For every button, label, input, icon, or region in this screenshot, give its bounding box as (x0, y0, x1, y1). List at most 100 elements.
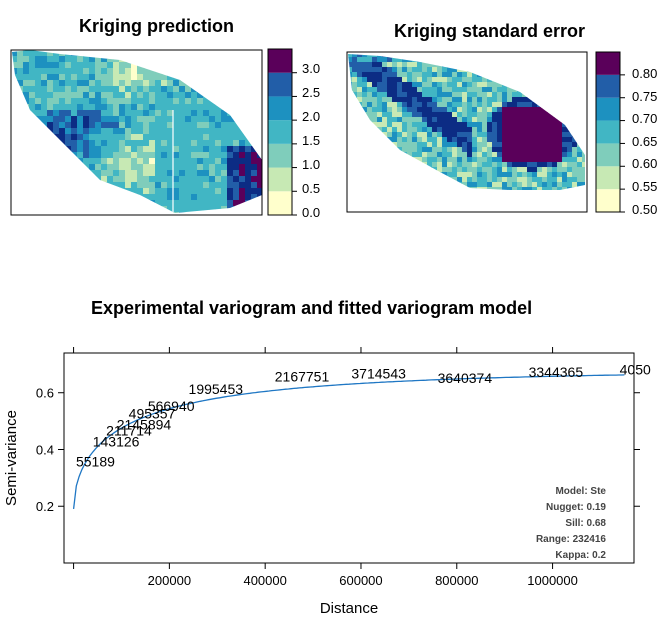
raster-cell (59, 206, 66, 213)
raster-cell (167, 92, 174, 99)
raster-cell (392, 117, 398, 123)
raster-cell (161, 62, 168, 69)
raster-cell (442, 72, 448, 78)
raster-cell (402, 142, 408, 148)
raster-cell (527, 67, 533, 73)
raster-cell (487, 117, 493, 123)
raster-cell (392, 57, 398, 63)
raster-cell (17, 140, 24, 147)
raster-cell (412, 97, 418, 103)
raster-cell (173, 176, 180, 183)
raster-cell (191, 128, 198, 135)
raster-cell (101, 194, 108, 201)
raster-cell (547, 92, 553, 98)
raster-cell (357, 57, 363, 63)
raster-cell (71, 134, 78, 141)
raster-cell (17, 74, 24, 81)
raster-cell (362, 72, 368, 78)
raster-cell (392, 122, 398, 128)
raster-cell (71, 74, 78, 81)
raster-cell (41, 92, 48, 99)
raster-cell (209, 80, 216, 87)
raster-cell (487, 172, 493, 178)
raster-cell (149, 158, 156, 165)
raster-cell (167, 62, 174, 69)
raster-cell (557, 122, 563, 128)
raster-cell (432, 77, 438, 83)
raster-cell (527, 112, 533, 118)
raster-cell (517, 77, 523, 83)
model-info-line: Kappa: 0.2 (555, 550, 606, 561)
raster-cell (542, 157, 548, 163)
raster-cell (119, 128, 126, 135)
raster-cell (417, 92, 423, 98)
raster-cell (422, 182, 428, 188)
raster-cell (101, 152, 108, 159)
raster-cell (387, 107, 393, 113)
raster-cell (572, 142, 578, 148)
raster-cell (567, 177, 573, 183)
raster-cell (572, 107, 578, 113)
raster-cell (532, 187, 538, 190)
raster-cell (71, 128, 78, 135)
raster-cell (17, 158, 24, 165)
raster-cell (372, 167, 378, 173)
raster-cell (562, 142, 568, 148)
raster-cell (522, 82, 528, 88)
raster-cell (107, 182, 114, 189)
raster-cell (542, 162, 548, 168)
raster-cell (482, 132, 488, 138)
legend-swatch (268, 96, 292, 121)
raster-cell (155, 200, 162, 207)
raster-cell (155, 74, 162, 81)
raster-cell (185, 68, 192, 75)
legend-swatch (596, 120, 620, 144)
raster-cell (547, 187, 553, 190)
raster-cell (577, 77, 583, 83)
legend-tick-label: 2.5 (302, 85, 321, 100)
raster-cell (362, 182, 368, 188)
raster-cell (179, 98, 186, 105)
raster-cell (95, 104, 102, 111)
raster-cell (532, 177, 538, 183)
raster-cell (442, 197, 447, 202)
raster-cell (149, 128, 156, 135)
raster-cell (257, 176, 262, 183)
raster-cell (221, 176, 228, 183)
raster-cell (377, 92, 383, 98)
raster-cell (71, 140, 78, 147)
raster-cell (387, 167, 393, 173)
raster-cell (113, 98, 120, 105)
raster-cell (83, 92, 90, 99)
raster-cell (29, 56, 36, 63)
raster-cell (407, 57, 413, 63)
raster-cell (492, 197, 497, 202)
raster-cell (227, 134, 234, 141)
raster-cell (547, 117, 553, 123)
raster-cell (203, 104, 210, 111)
raster-cell (245, 86, 252, 93)
raster-cell (119, 182, 126, 189)
raster-cell (547, 177, 553, 183)
raster-cell (387, 72, 393, 78)
raster-cell (362, 62, 368, 68)
raster-cell (113, 92, 120, 99)
raster-cell (17, 116, 24, 123)
raster-cell (12, 74, 18, 81)
raster-cell (397, 132, 403, 138)
raster-cell (452, 92, 458, 98)
raster-cell (417, 137, 423, 143)
raster-cell (382, 102, 388, 108)
raster-cell (562, 132, 568, 138)
raster-cell (59, 86, 66, 93)
raster-cell (155, 104, 162, 111)
raster-cell (377, 82, 383, 88)
raster-cell (377, 192, 382, 197)
raster-cell (352, 54, 358, 58)
raster-cell (203, 152, 210, 159)
raster-cell (477, 147, 483, 153)
raster-cell (442, 177, 448, 183)
raster-cell (402, 122, 408, 128)
raster-cell (377, 132, 383, 138)
raster-cell (95, 146, 102, 153)
